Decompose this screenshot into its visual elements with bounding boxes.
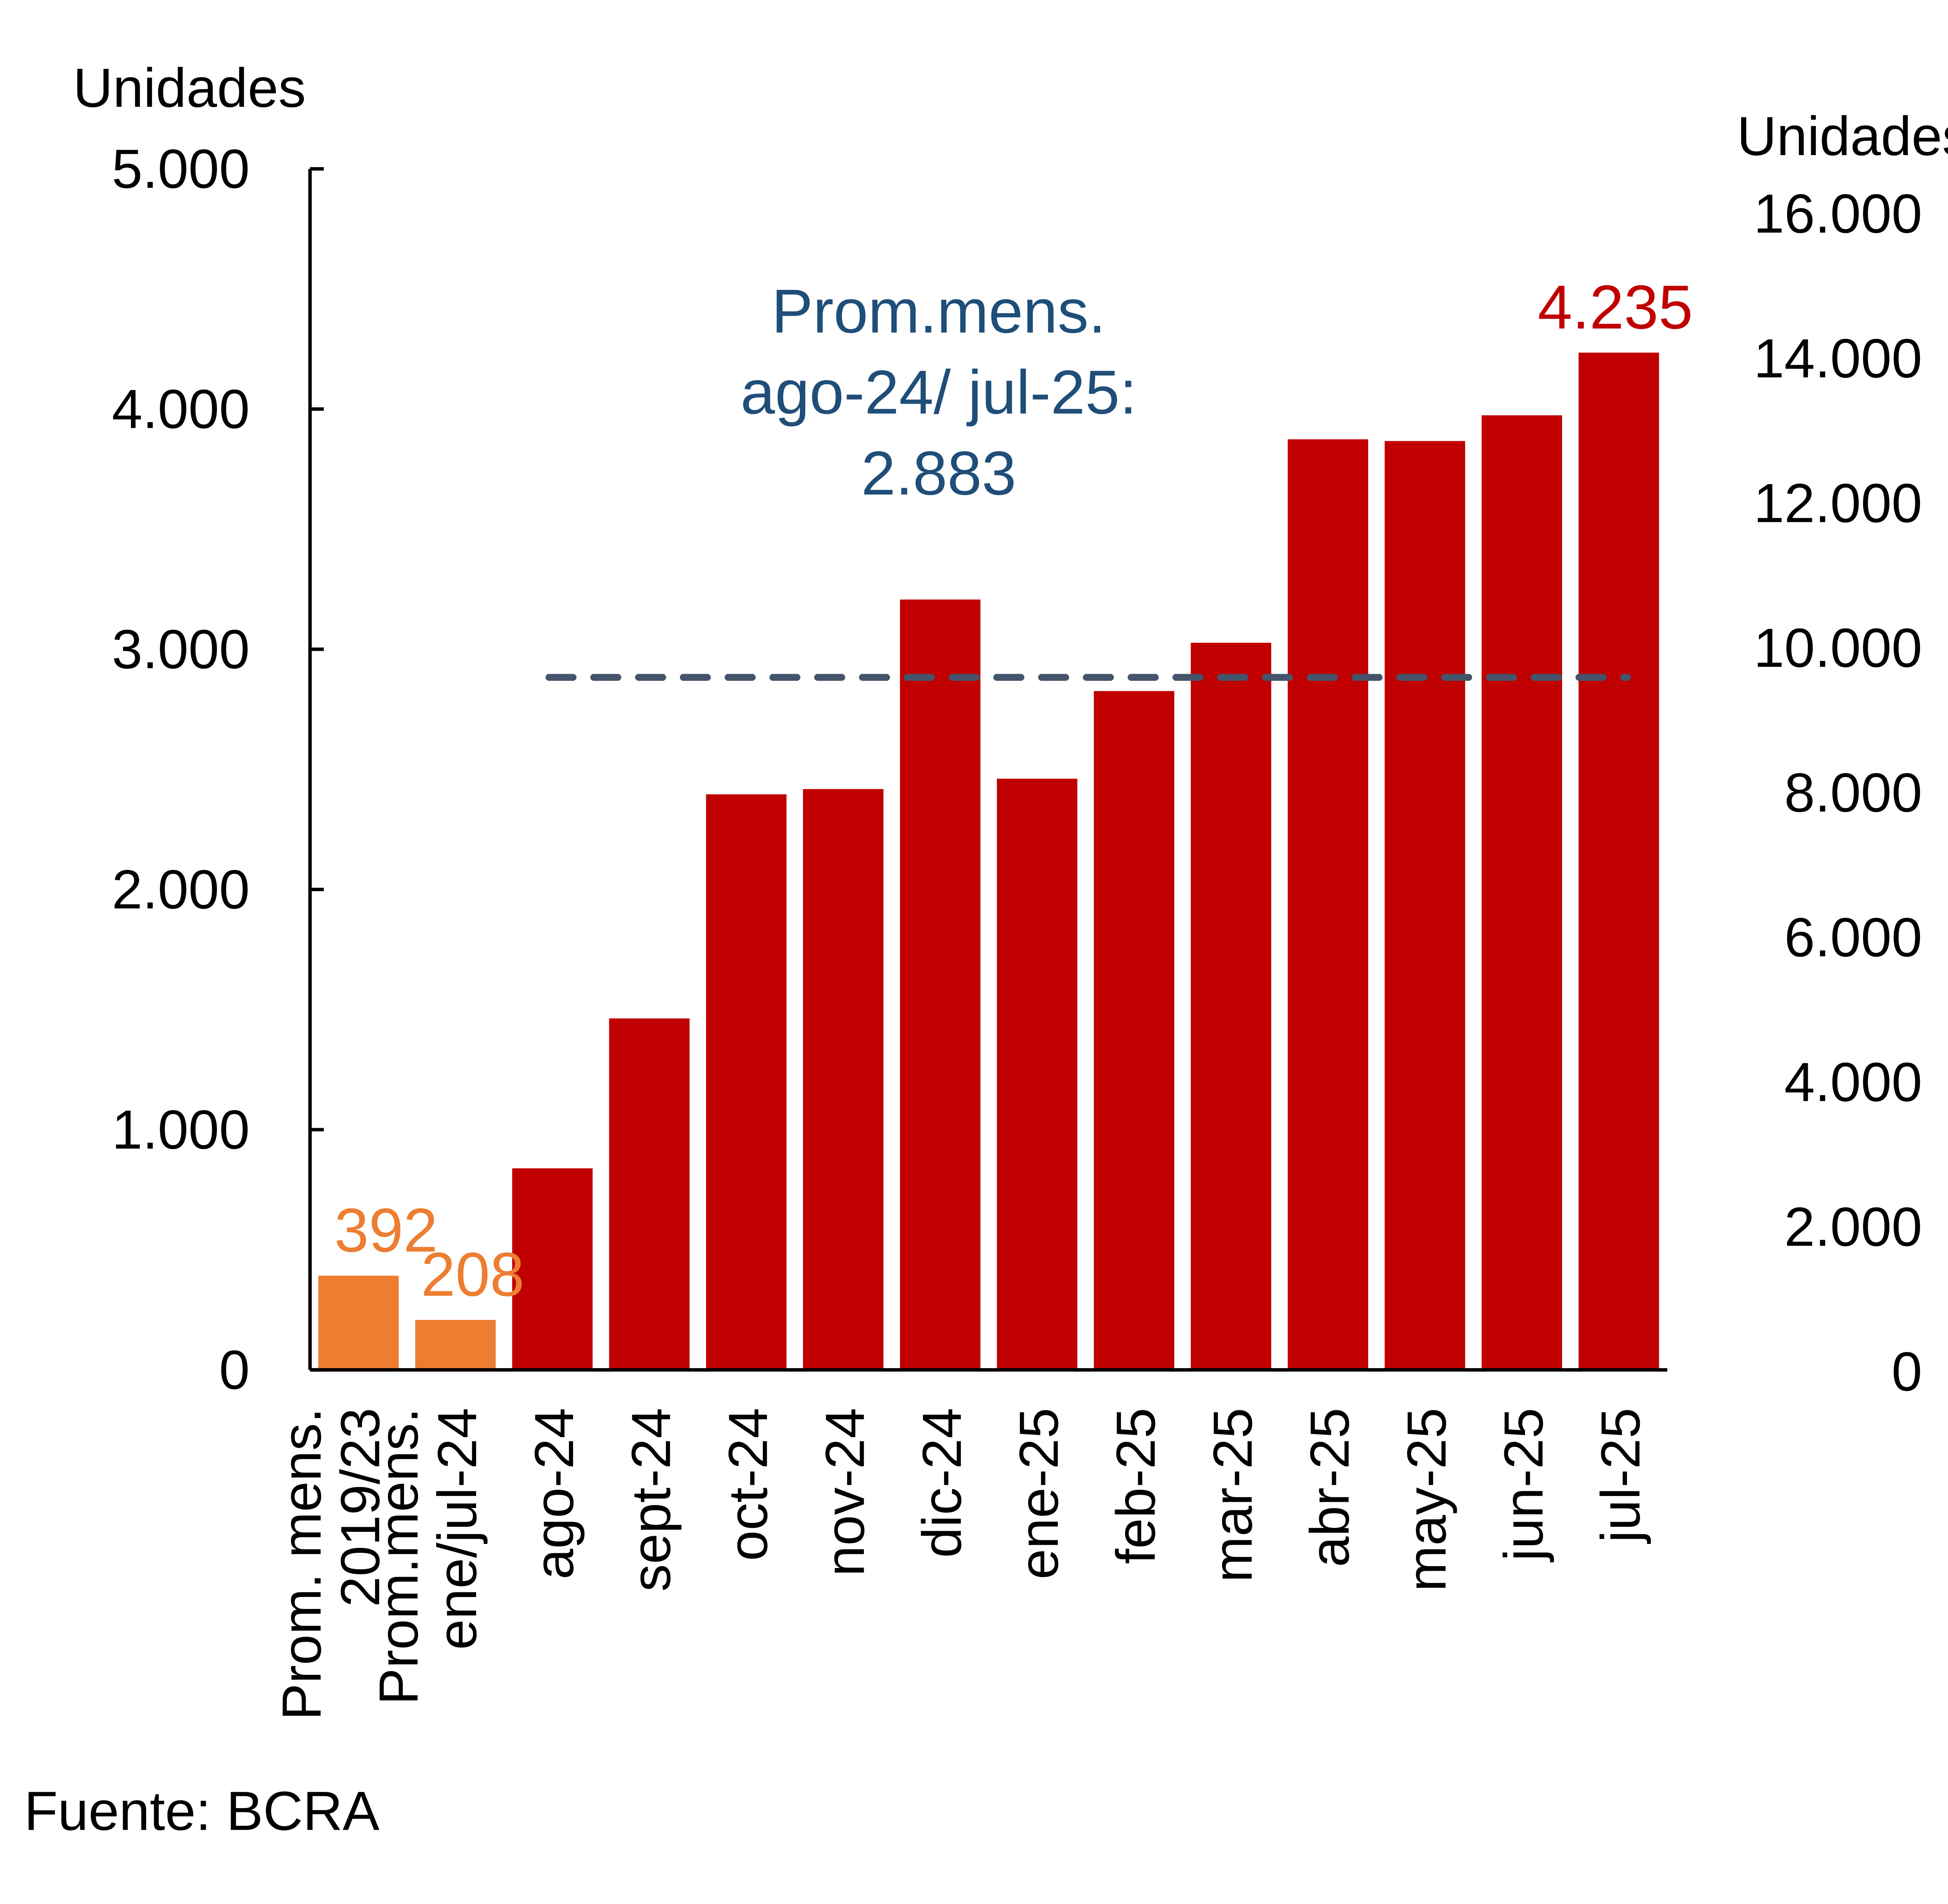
x-tick-label: ene/jul-24 — [426, 1408, 488, 1650]
right-y-tick-label: 8.000 — [1784, 762, 1922, 823]
x-tick-label: mar-25 — [1202, 1408, 1263, 1583]
left-y-tick-label: 1.000 — [112, 1099, 250, 1160]
bar-ene-25 — [997, 779, 1078, 1370]
x-tick-label: sept-24 — [620, 1408, 682, 1592]
bar-jun-25 — [1481, 415, 1562, 1370]
bar-jul-25 — [1578, 352, 1659, 1370]
left-bars — [318, 352, 1659, 1370]
bar-abr-25 — [1288, 439, 1368, 1370]
annotation-line: 2.883 — [861, 438, 1016, 508]
annotation-line: ago-24/ jul-25: — [741, 357, 1137, 427]
right-y-tick-label: 0 — [1892, 1341, 1922, 1402]
x-tick-label: may-25 — [1396, 1408, 1457, 1592]
left-y-axis-label: Unidades — [73, 57, 306, 118]
left-y-ticks: 0 1.000 2.000 3.000 4.000 5.000 — [112, 138, 324, 1401]
x-tick-label: nov-24 — [814, 1408, 875, 1577]
x-tick-label: jul-25 — [1590, 1408, 1651, 1544]
x-tick-label: Prom. mens. — [271, 1408, 332, 1720]
bar-mar-25 — [1191, 643, 1271, 1370]
left-y-tick-label: 2.000 — [112, 858, 250, 920]
right-y-tick-label: 2.000 — [1784, 1196, 1922, 1258]
data-label: 392 — [334, 1196, 438, 1265]
x-tick-label: jun-25 — [1493, 1408, 1554, 1563]
x-tick-label: 2019/23 — [329, 1408, 391, 1607]
bar-prom-mens-2019-23 — [318, 1275, 399, 1370]
annotation-line: Prom.mens. — [772, 276, 1106, 346]
bar-feb-25 — [1094, 691, 1175, 1370]
x-tick-label: feb-25 — [1105, 1408, 1166, 1564]
left-y-tick-label: 4.000 — [112, 378, 250, 440]
data-label: 4.235 — [1538, 272, 1693, 342]
x-tick-label: abr-25 — [1299, 1408, 1360, 1567]
right-chart-cumulative-uva: Acumulado 12meses a julio (UVA) Unidades… — [1737, 105, 1948, 1402]
x-tick-label: oct-24 — [717, 1408, 779, 1561]
right-y-axis-label: Unidades — [1737, 105, 1948, 167]
right-y-tick-label: 12.000 — [1754, 472, 1922, 534]
x-tick-label: ene-25 — [1008, 1408, 1069, 1580]
bar-sept-24 — [609, 1018, 690, 1370]
data-label: 208 — [421, 1240, 524, 1309]
average-annotation: Prom.mens. ago-24/ jul-25: 2.883 — [741, 276, 1137, 508]
right-y-tick-label: 6.000 — [1784, 906, 1922, 968]
left-axes — [308, 169, 1667, 1372]
bar-dic-24 — [900, 599, 981, 1370]
bar-may-25 — [1385, 441, 1465, 1370]
bar-ago-24 — [512, 1168, 593, 1370]
right-y-tick-label: 14.000 — [1754, 327, 1922, 389]
right-y-ticks: 0 2.000 4.000 6.000 8.000 10.000 12.000 14.000 1… — [1754, 183, 1922, 1402]
x-tick-label: ago-24 — [523, 1408, 585, 1580]
x-tick-label: dic-24 — [911, 1408, 972, 1558]
bar-oct-24 — [706, 794, 787, 1370]
source-note: Fuente: BCRA — [24, 1780, 380, 1842]
left-y-tick-label: 0 — [219, 1339, 250, 1401]
x-tick-label: Prom.mens. — [368, 1408, 429, 1705]
left-y-tick-label: 3.000 — [112, 618, 250, 680]
right-y-tick-label: 16.000 — [1754, 183, 1922, 244]
bar-nov-24 — [803, 789, 884, 1370]
bar-prom-mens-ene-jul-24 — [415, 1320, 496, 1370]
right-y-tick-label: 4.000 — [1784, 1051, 1922, 1113]
left-y-tick-label: 5.000 — [112, 138, 250, 200]
right-y-tick-label: 10.000 — [1754, 617, 1922, 678]
